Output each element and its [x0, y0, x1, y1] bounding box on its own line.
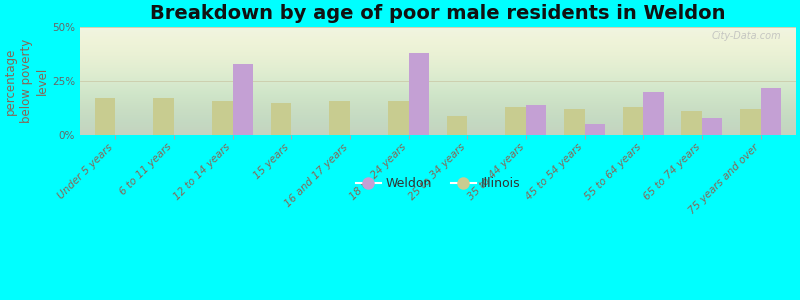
Bar — [446, 116, 467, 135]
Bar — [682, 111, 702, 135]
Bar — [409, 53, 429, 135]
Bar — [702, 118, 722, 135]
Bar — [643, 92, 664, 135]
Bar — [740, 109, 761, 135]
Bar — [506, 107, 526, 135]
Bar — [330, 100, 350, 135]
Bar — [212, 100, 233, 135]
Legend: Weldon, Illinois: Weldon, Illinois — [350, 172, 526, 195]
Bar — [233, 64, 253, 135]
Bar — [526, 105, 546, 135]
Bar — [94, 98, 115, 135]
Title: Breakdown by age of poor male residents in Weldon: Breakdown by age of poor male residents … — [150, 4, 726, 23]
Bar — [270, 103, 291, 135]
Bar — [564, 109, 585, 135]
Bar — [622, 107, 643, 135]
Bar — [154, 98, 174, 135]
Bar — [585, 124, 605, 135]
Bar — [761, 88, 781, 135]
Text: City-Data.com: City-Data.com — [712, 31, 782, 41]
Y-axis label: percentage
below poverty
level: percentage below poverty level — [4, 39, 49, 123]
Bar — [388, 100, 409, 135]
